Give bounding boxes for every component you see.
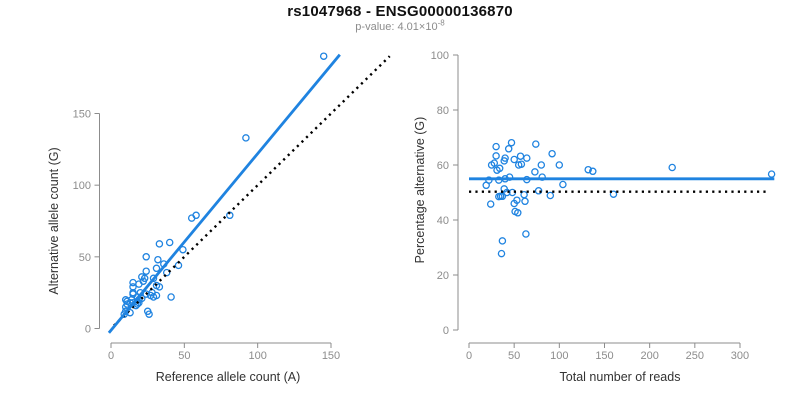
y-tick-label: 0	[443, 325, 449, 337]
data-point	[498, 192, 507, 201]
data-point	[521, 197, 529, 206]
data-point	[120, 310, 128, 318]
y-tick-label: 100	[73, 180, 91, 192]
y-axis-title: Percentage alternative (G)	[413, 117, 427, 264]
x-tick-label: 150	[322, 350, 340, 362]
data-point	[507, 138, 516, 147]
data-point	[129, 278, 137, 287]
data-point	[497, 249, 506, 258]
data-point	[531, 168, 539, 176]
x-tick-label: 100	[248, 350, 266, 362]
data-point	[192, 211, 200, 220]
data-point	[517, 160, 526, 168]
data-point	[516, 152, 525, 160]
data-point	[584, 165, 592, 174]
data-point	[523, 154, 531, 162]
y-tick-label: 20	[437, 270, 449, 282]
right-chart: 0 50 100 150 200 250 300 0 20 40 60 80 100 Total numb…	[413, 50, 776, 384]
data-point	[498, 237, 507, 245]
data-point	[522, 230, 530, 238]
data-point	[532, 140, 540, 148]
data-point	[154, 255, 162, 264]
data-point	[492, 142, 500, 151]
left-chart: 0 50 100 150 0 50 100 150 Reference allele count…	[47, 52, 391, 384]
data-point	[495, 164, 504, 173]
data-point	[559, 180, 567, 189]
data-point	[142, 267, 150, 275]
data-point	[668, 163, 676, 172]
y-axis-title: Alternative allele count (G)	[47, 147, 61, 294]
data-point	[482, 181, 490, 190]
data-point	[555, 161, 564, 169]
data-point	[546, 191, 555, 200]
x-tick-label: 100	[550, 350, 568, 362]
figure-subtitle: p-value: 4.01×10-8	[0, 18, 800, 33]
data-point	[138, 273, 146, 281]
data-point	[534, 187, 543, 195]
data-point	[589, 167, 597, 176]
data-point	[486, 200, 495, 208]
x-tick-label: 300	[731, 350, 749, 362]
data-point	[609, 190, 618, 198]
y-tick-label: 100	[431, 50, 449, 62]
data-point	[143, 307, 152, 316]
data-point	[142, 253, 150, 261]
data-point	[319, 52, 328, 60]
x-tick-label: 150	[595, 350, 613, 362]
data-point	[155, 283, 164, 291]
y-tick-label: 60	[437, 160, 449, 172]
y-tick-label: 0	[85, 324, 91, 336]
x-axis-title: Total number of reads	[560, 370, 681, 384]
data-point	[155, 240, 164, 248]
data-point	[179, 245, 187, 254]
data-point	[165, 238, 174, 247]
data-point	[167, 293, 175, 301]
figure-title: rs1047968 - ENSG00000136870	[287, 3, 513, 20]
data-point	[492, 152, 500, 160]
data-point	[152, 291, 161, 300]
x-tick-label: 50	[178, 350, 190, 362]
regression-line	[107, 53, 341, 334]
y-tick-label: 150	[73, 109, 91, 121]
data-point	[242, 134, 250, 142]
x-tick-label: 0	[108, 350, 114, 362]
data-point	[504, 145, 513, 153]
pvalue-text: p-value: 4.01×10	[355, 21, 438, 33]
y-tick-label: 40	[437, 215, 449, 227]
data-point	[487, 161, 496, 169]
data-point	[537, 161, 546, 169]
data-point	[503, 188, 511, 197]
data-point	[501, 154, 509, 162]
identity-line	[113, 55, 391, 327]
data-point	[514, 209, 522, 217]
data-point	[129, 283, 137, 291]
data-point	[513, 196, 521, 204]
data-point	[152, 264, 161, 273]
data-point	[548, 149, 556, 158]
data-point	[149, 274, 158, 283]
x-axis-title: Reference allele count (A)	[156, 370, 301, 384]
x-tick-label: 250	[686, 350, 704, 362]
pvalue-exponent: -8	[437, 18, 445, 28]
y-tick-label: 80	[437, 105, 449, 117]
x-tick-label: 0	[466, 350, 472, 362]
data-point	[510, 155, 518, 164]
data-point	[767, 170, 776, 178]
y-tick-label: 50	[79, 252, 91, 264]
x-tick-label: 50	[508, 350, 520, 362]
x-tick-label: 200	[640, 350, 658, 362]
